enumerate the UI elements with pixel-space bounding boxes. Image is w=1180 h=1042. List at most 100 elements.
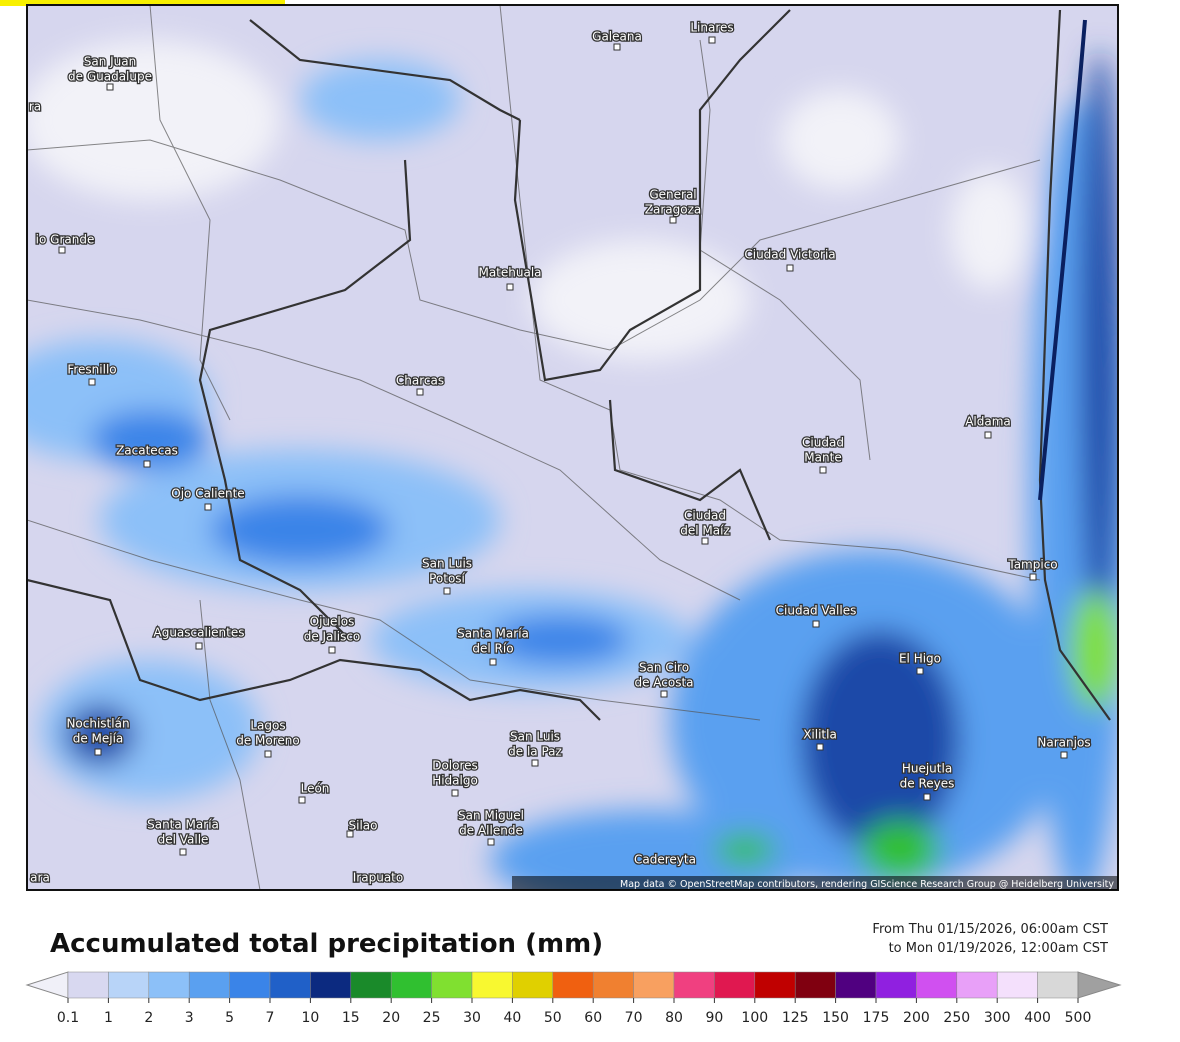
- colorbar-arrow-high: [1077, 971, 1122, 999]
- colorbar-tick-label: 100: [741, 1010, 768, 1026]
- colorbar-segment: [108, 971, 150, 999]
- colorbar-tick-label: 10: [301, 1010, 319, 1026]
- place-name: Charcas: [396, 374, 444, 388]
- place: León: [298, 780, 331, 804]
- colorbar-tick-label: 200: [903, 1010, 930, 1026]
- place-marker: [451, 789, 459, 797]
- period-end: to Mon 01/19/2026, 12:00am CST: [889, 941, 1108, 956]
- place-name: de Acosta: [634, 676, 693, 690]
- place: ra: [28, 98, 43, 115]
- colorbar-segment: [794, 971, 836, 999]
- place-name: San Juan: [84, 55, 137, 69]
- colorbar-segment: [916, 971, 958, 999]
- colorbar-segment: [835, 971, 877, 999]
- colorbar-tick-label: 150: [822, 1010, 849, 1026]
- place-name: de Reyes: [900, 777, 955, 791]
- place-marker: [708, 36, 716, 44]
- colorbar-segment: [552, 971, 594, 999]
- place: Zacatecas: [115, 442, 179, 468]
- colorbar-segment: [633, 971, 675, 999]
- place-marker: [923, 793, 931, 801]
- colorbar-tick-label: 25: [423, 1010, 441, 1026]
- place-name: Linares: [690, 21, 733, 35]
- map: [27, 5, 1118, 890]
- colorbar-tick-label: 400: [1024, 1010, 1051, 1026]
- place-name: de Allende: [459, 824, 523, 838]
- place-name: Ojuelos: [310, 615, 355, 629]
- place: Ojo Caliente: [170, 485, 246, 511]
- colorbar-segment: [350, 971, 392, 999]
- place-name: Aguascalientes: [154, 626, 245, 640]
- colorbar-segment: [673, 971, 715, 999]
- place-name: Zaragoza: [645, 203, 701, 217]
- place-name: Ciudad: [684, 509, 726, 523]
- colorbar-tick-label: 125: [782, 1010, 809, 1026]
- colorbar-segment: [714, 971, 756, 999]
- place-name: Silao: [349, 819, 378, 833]
- place-name: ra: [29, 100, 41, 114]
- colorbar-tick-label: 40: [503, 1010, 521, 1026]
- place-name: Ciudad Victoria: [744, 248, 835, 262]
- colorbar-segment: [148, 971, 190, 999]
- place-marker: [701, 537, 709, 545]
- colorbar-segment: [956, 971, 998, 999]
- place-marker: [1060, 751, 1068, 759]
- place-marker: [416, 388, 424, 396]
- place-name: ara: [30, 871, 50, 885]
- place-marker: [106, 83, 114, 91]
- place-marker: [812, 620, 820, 628]
- place: Naranjos: [1036, 734, 1092, 759]
- place: Aguascalientes: [152, 624, 246, 650]
- colorbar-tick-label: 175: [863, 1010, 890, 1026]
- place-name: Ojo Caliente: [171, 487, 244, 501]
- place-name: Fresnillo: [67, 363, 116, 377]
- colorbar-tick-label: 50: [544, 1010, 562, 1026]
- place-name: del Valle: [158, 833, 209, 847]
- place-name: Dolores: [432, 759, 478, 773]
- colorbar-tick-label: 15: [342, 1010, 360, 1026]
- place-name: de Jalisco: [304, 630, 361, 644]
- place-marker: [88, 378, 96, 386]
- colorbar-segment: [996, 971, 1038, 999]
- colorbar-segment: [431, 971, 473, 999]
- place-marker: [298, 796, 306, 804]
- colorbar-segment: [875, 971, 917, 999]
- colorbar-segment: [1037, 971, 1079, 999]
- place-marker: [816, 743, 824, 751]
- period-start: From Thu 01/15/2026, 06:00am CST: [872, 922, 1108, 937]
- place-name: Ciudad: [802, 436, 844, 450]
- place-marker: [489, 658, 497, 666]
- place: Cadereyta: [633, 851, 698, 868]
- place-name: de Guadalupe: [68, 70, 152, 84]
- place-name: Huejutla: [902, 762, 952, 776]
- colorbar-segment: [754, 971, 796, 999]
- place-name: Xilitla: [803, 728, 837, 742]
- colorbar-segment: [592, 971, 634, 999]
- place: Linares: [689, 19, 735, 44]
- colorbar-segment: [269, 971, 311, 999]
- place-name: Ciudad Valles: [776, 604, 857, 618]
- place-marker: [916, 667, 924, 675]
- place-marker: [346, 830, 354, 838]
- place-marker: [58, 246, 66, 254]
- colorbar-tick-label: 2: [144, 1010, 153, 1026]
- colorbar-tick-label: 60: [584, 1010, 602, 1026]
- place-marker: [984, 431, 992, 439]
- place-marker: [328, 646, 336, 654]
- place-marker: [506, 283, 514, 291]
- place-marker: [786, 264, 794, 272]
- colorbar-tick-label: 1: [104, 1010, 113, 1026]
- place-name: Aldama: [965, 415, 1011, 429]
- place-marker: [531, 759, 539, 767]
